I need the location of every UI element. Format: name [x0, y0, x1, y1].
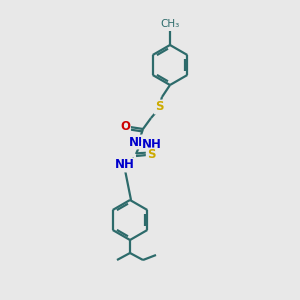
Text: NH: NH: [142, 137, 162, 151]
Text: NH: NH: [115, 158, 135, 172]
Text: S: S: [155, 100, 163, 113]
Text: O: O: [120, 121, 130, 134]
Text: NH: NH: [129, 136, 149, 148]
Text: S: S: [147, 148, 155, 161]
Text: CH₃: CH₃: [160, 19, 180, 29]
